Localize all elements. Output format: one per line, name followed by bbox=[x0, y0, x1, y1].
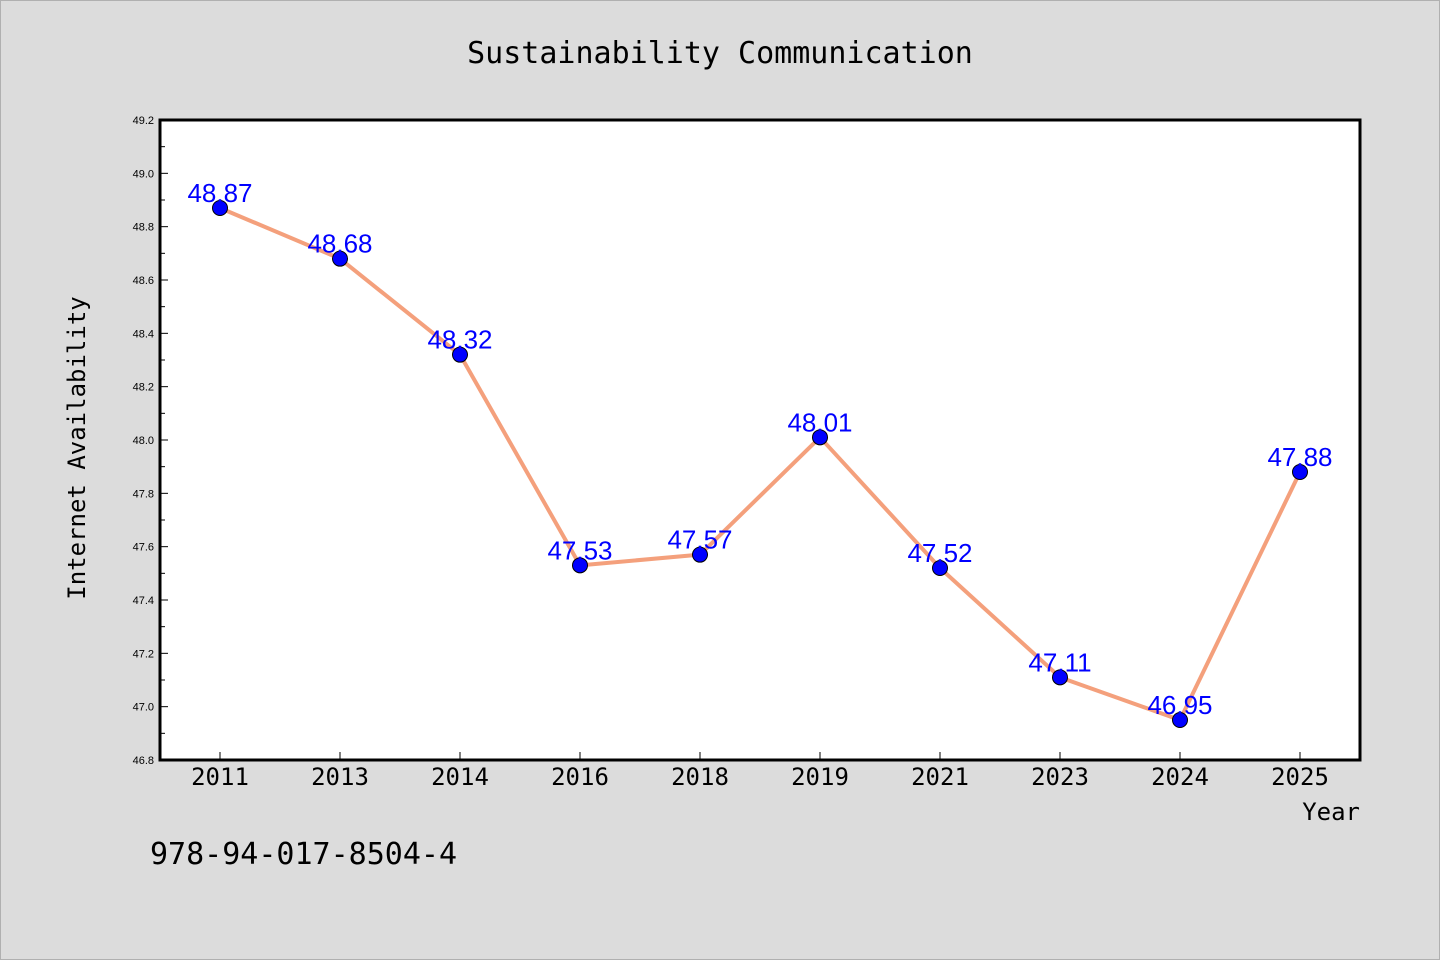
y-tick-label: 49.2 bbox=[133, 115, 154, 127]
y-tick-label: 48.0 bbox=[133, 435, 154, 447]
y-tick-label: 48.6 bbox=[133, 275, 154, 287]
data-point bbox=[1052, 669, 1068, 686]
data-label: 47.88 bbox=[1267, 442, 1332, 472]
data-label: 48.32 bbox=[427, 325, 492, 355]
y-tick-label: 47.2 bbox=[133, 648, 154, 660]
y-tick-label: 47.0 bbox=[133, 702, 154, 714]
data-label: 47.53 bbox=[547, 535, 612, 565]
x-tick-label: 2013 bbox=[311, 763, 369, 791]
x-tick-label: 2019 bbox=[791, 763, 849, 791]
data-label: 48.68 bbox=[307, 229, 372, 259]
x-tick-label: 2021 bbox=[911, 763, 969, 791]
x-tick-label: 2018 bbox=[671, 763, 729, 791]
y-tick-label: 47.4 bbox=[133, 595, 154, 607]
data-label: 47.57 bbox=[667, 525, 732, 555]
y-tick-label: 48.2 bbox=[133, 382, 154, 394]
x-axis-label: Year bbox=[1302, 798, 1360, 826]
y-tick-label: 48.8 bbox=[133, 222, 154, 234]
plot-background bbox=[160, 120, 1360, 760]
data-point bbox=[452, 346, 468, 363]
x-tick-label: 2011 bbox=[191, 763, 249, 791]
y-tick-label: 46.8 bbox=[133, 755, 154, 767]
x-tick-label: 2014 bbox=[431, 763, 489, 791]
data-point bbox=[692, 546, 708, 563]
data-point bbox=[1292, 464, 1308, 480]
chart-title: Sustainability Communication bbox=[467, 36, 973, 71]
series-line bbox=[218, 206, 1302, 722]
data-label: 48.87 bbox=[187, 178, 252, 208]
data-point bbox=[212, 200, 228, 216]
x-tick-label: 2024 bbox=[1151, 763, 1209, 791]
x-tick-label: 2016 bbox=[551, 763, 609, 791]
data-point bbox=[332, 250, 348, 267]
y-tick-label: 47.6 bbox=[133, 542, 154, 554]
data-label: 48.01 bbox=[787, 407, 852, 437]
data-label: 46.95 bbox=[1147, 690, 1212, 720]
x-tick-label: 2023 bbox=[1031, 763, 1089, 791]
x-tick-label: 2025 bbox=[1271, 763, 1329, 791]
data-point bbox=[1172, 712, 1188, 728]
y-tick-label: 48.4 bbox=[133, 328, 154, 340]
y-tick-label: 49.0 bbox=[133, 168, 154, 180]
data-label: 47.52 bbox=[907, 538, 972, 568]
data-label: 47.11 bbox=[1028, 647, 1091, 677]
isbn-annotation: 978-94-017-8504-4 bbox=[150, 837, 457, 872]
data-point bbox=[932, 560, 948, 576]
data-point bbox=[812, 429, 828, 446]
data-point bbox=[572, 557, 588, 574]
plot-area: 46.8 47.0 47.2 47.4 47.6 47.8 48.0 48.2 48.4 48.6… bbox=[133, 115, 1362, 791]
y-tick-label: 47.8 bbox=[133, 488, 154, 500]
y-axis-label: Internet Availability bbox=[63, 296, 91, 599]
plot-frame bbox=[158, 118, 1362, 762]
